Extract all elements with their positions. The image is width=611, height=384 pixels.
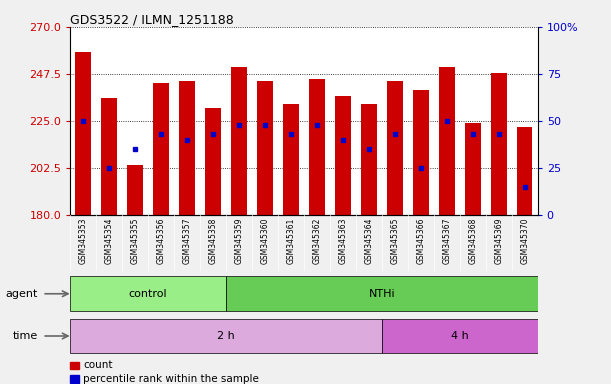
Bar xyxy=(70,276,226,311)
Text: time: time xyxy=(12,331,37,341)
Bar xyxy=(153,83,169,215)
Bar xyxy=(70,375,79,383)
Text: 4 h: 4 h xyxy=(451,331,469,341)
Bar xyxy=(413,89,428,215)
Bar xyxy=(283,104,299,215)
Text: percentile rank within the sample: percentile rank within the sample xyxy=(83,374,259,384)
Text: agent: agent xyxy=(5,289,37,299)
Bar xyxy=(439,66,455,215)
Text: GSM345360: GSM345360 xyxy=(260,218,269,264)
Bar xyxy=(205,108,221,215)
Text: GSM345353: GSM345353 xyxy=(79,218,88,264)
Text: 2 h: 2 h xyxy=(217,331,235,341)
Bar xyxy=(231,66,247,215)
Text: count: count xyxy=(83,360,113,370)
Bar xyxy=(517,127,533,215)
Bar xyxy=(70,319,382,353)
Bar xyxy=(335,96,351,215)
Bar xyxy=(257,81,273,215)
Text: GSM345355: GSM345355 xyxy=(131,218,140,264)
Text: GSM345354: GSM345354 xyxy=(104,218,114,264)
Bar xyxy=(465,123,480,215)
Text: GSM345357: GSM345357 xyxy=(183,218,192,264)
Text: GSM345363: GSM345363 xyxy=(338,218,348,264)
Text: GSM345361: GSM345361 xyxy=(287,218,296,264)
Text: GDS3522 / ILMN_1251188: GDS3522 / ILMN_1251188 xyxy=(70,13,234,26)
Text: GSM345358: GSM345358 xyxy=(208,218,218,264)
Text: GSM345362: GSM345362 xyxy=(312,218,321,264)
Text: NTHi: NTHi xyxy=(368,289,395,299)
Bar xyxy=(491,73,507,215)
Bar xyxy=(226,276,538,311)
Bar xyxy=(127,165,143,215)
Bar xyxy=(382,319,538,353)
Bar xyxy=(76,52,91,215)
Bar xyxy=(361,104,376,215)
Bar xyxy=(70,362,79,369)
Bar xyxy=(180,81,195,215)
Text: GSM345356: GSM345356 xyxy=(156,218,166,264)
Text: GSM345367: GSM345367 xyxy=(442,218,452,264)
Text: control: control xyxy=(129,289,167,299)
Text: GSM345370: GSM345370 xyxy=(520,218,529,264)
Text: GSM345366: GSM345366 xyxy=(416,218,425,264)
Bar xyxy=(309,79,324,215)
Text: GSM345369: GSM345369 xyxy=(494,218,503,264)
Bar xyxy=(387,81,403,215)
Text: GSM345365: GSM345365 xyxy=(390,218,400,264)
Text: GSM345364: GSM345364 xyxy=(364,218,373,264)
Text: GSM345359: GSM345359 xyxy=(235,218,244,264)
Text: GSM345368: GSM345368 xyxy=(468,218,477,264)
Bar xyxy=(101,98,117,215)
